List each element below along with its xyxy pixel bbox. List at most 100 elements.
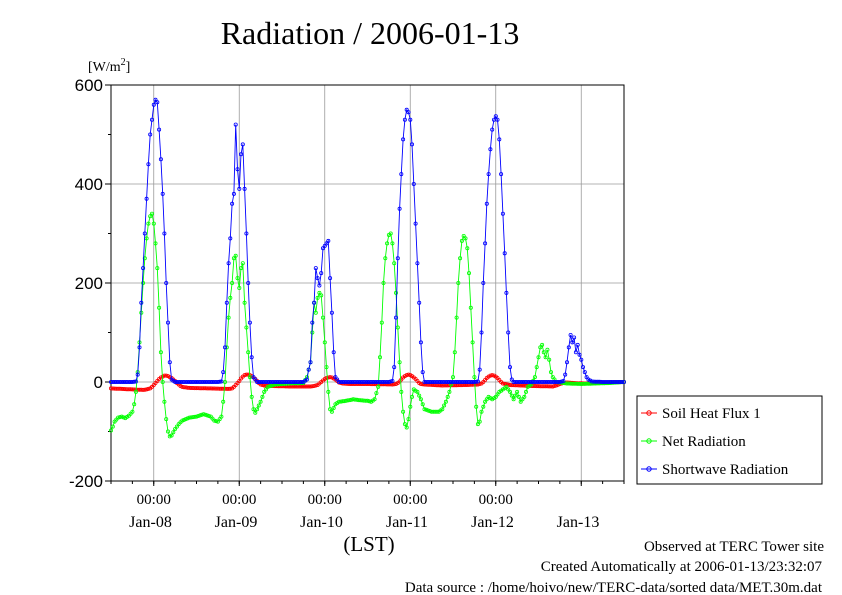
data-point [500,211,505,216]
grid-lines [111,85,624,481]
data-point [153,241,158,246]
data-point [142,231,147,236]
data-point [116,415,121,420]
data-point [165,320,170,325]
data-point [450,375,455,380]
data-point [427,382,432,387]
data-point [536,384,541,389]
data-point [420,370,425,375]
data-point [390,241,395,246]
data-point [253,377,258,382]
data-point [255,407,260,412]
data-point [326,238,331,243]
data-point [247,320,252,325]
data-point [315,295,320,300]
data-point [109,386,114,391]
series-line [110,212,625,438]
data-point [148,132,153,137]
data-point [573,381,578,386]
data-point [324,375,329,380]
data-point [176,379,181,384]
data-point [417,393,422,398]
data-point [326,389,331,394]
data-point [468,305,473,310]
data-point [490,127,495,132]
data-point [406,372,411,377]
data-point [221,399,226,404]
data-point [543,384,548,389]
data-point [388,379,393,384]
data-point [155,266,160,271]
data-point [470,382,475,387]
x-date-label: Jan-10 [300,514,343,531]
data-point [155,100,160,105]
data-point [312,300,317,305]
data-point [345,398,350,403]
data-point [212,418,217,423]
data-point [486,172,491,177]
data-point [109,428,114,433]
data-point [447,389,452,394]
data-point [550,384,555,389]
data-point [422,407,427,412]
data-point [418,397,423,402]
data-point [445,394,450,399]
data-point [139,300,144,305]
data-point [269,383,274,388]
data-point [203,379,208,384]
data-point [228,236,233,241]
data-point [406,417,411,422]
data-point [454,315,459,320]
data-point [545,347,550,352]
data-point [540,342,545,347]
data-point [164,373,169,378]
data-point [536,355,541,360]
data-point [231,256,236,261]
data-point [422,382,427,387]
data-point [506,387,511,392]
data-point [395,325,400,330]
data-point [483,241,488,246]
data-point [347,398,352,403]
data-point [222,345,227,350]
data-point [114,386,119,391]
data-point [230,280,235,285]
data-point [174,424,179,429]
data-point [534,365,539,370]
data-point [196,413,201,418]
data-point [401,137,406,142]
data-point [148,214,153,219]
data-point [146,221,151,226]
data-point [157,305,162,310]
data-point [495,392,500,397]
data-point [126,387,131,392]
data-point [470,379,475,384]
data-point [388,231,393,236]
data-point [238,266,243,271]
data-point [214,419,219,424]
data-point [591,379,596,384]
data-point [401,409,406,414]
data-point [352,397,357,402]
data-point [475,379,480,384]
data-point [331,350,336,355]
data-point [117,386,122,391]
data-point [226,315,231,320]
data-point [402,117,407,122]
data-point [475,422,480,427]
data-point [511,397,516,402]
data-point [577,352,582,357]
data-point [256,403,261,408]
data-point [397,360,402,365]
data-point [249,355,254,360]
data-point [242,373,247,378]
data-point [285,384,290,389]
data-point [399,172,404,177]
data-point [497,137,502,142]
data-point [449,382,454,387]
data-point [128,379,133,384]
data-point [385,379,390,384]
data-point [215,419,220,424]
data-point [194,386,199,391]
data-point [490,373,495,378]
